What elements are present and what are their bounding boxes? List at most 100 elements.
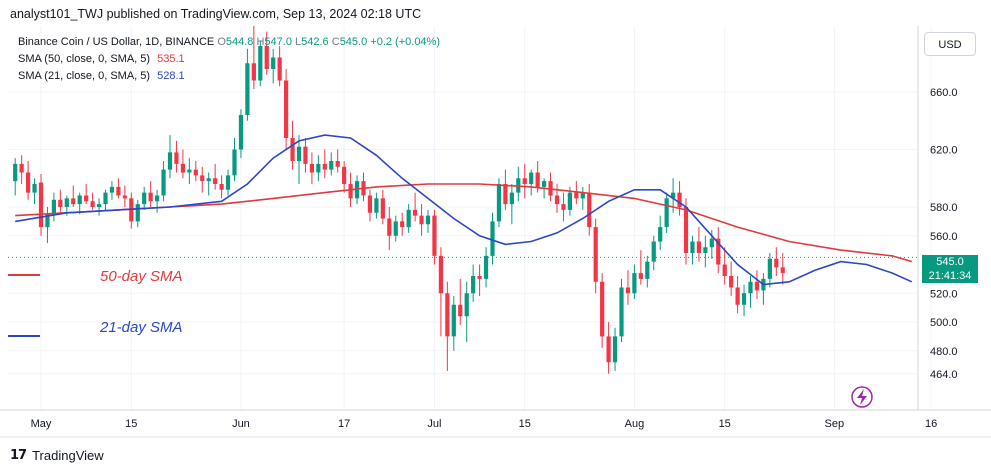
candle [206,172,211,196]
candle [180,149,185,179]
sma-lines [15,134,913,286]
candle [561,192,566,222]
footer-brand[interactable]: 17 TradingView [10,445,104,465]
candle [232,138,237,182]
candle [696,227,701,262]
candle-body [477,276,482,279]
candle [729,261,734,297]
candle [413,192,418,222]
candle-body [13,163,18,182]
candle [316,155,321,182]
candle-body [554,195,560,205]
candle [741,284,747,317]
x-tick-label: Jun [232,418,250,430]
candle [264,31,269,75]
candle [45,207,50,243]
candle-body [271,57,276,69]
candle-body [264,46,269,69]
high-label: H [256,36,265,48]
candle-body [619,287,624,337]
candle [432,209,437,265]
candle [522,163,527,199]
candle [503,169,508,210]
candle-body [696,241,701,253]
event-lightning-icon[interactable] [851,386,873,408]
candle [664,192,669,233]
candle-body [780,267,785,274]
candle [322,149,327,179]
candle-body [690,241,695,253]
candle-body [84,195,89,202]
candle-body [167,152,173,170]
candle-body [632,273,637,294]
candle-body [309,163,314,173]
candle-body [658,227,663,242]
candle [658,215,663,251]
candle [51,192,56,222]
candle [645,255,650,288]
candle [651,235,656,271]
candle [77,192,82,215]
candle-body [161,169,166,196]
candle [625,270,631,305]
candle [122,185,127,207]
candle-body [64,198,69,207]
y-tick-label: 464.0 [930,369,958,381]
candle [96,198,102,216]
candle [309,152,314,184]
candle-body [529,172,534,184]
brand-name: TradingView [32,447,104,463]
candle [135,199,140,228]
candle-body [187,169,192,173]
candle-body [200,175,205,182]
candle-body [406,209,411,228]
candle [516,166,521,202]
close-value: 545.0 [339,36,368,48]
candle [438,247,443,337]
candle [509,184,514,225]
candle [38,173,44,236]
x-tick-label: May [31,418,52,430]
legend-sma50-row[interactable]: SMA (50, close, 0, SMA, 5) 535.1 [18,53,185,65]
candle [774,247,779,276]
tradingview-logo-icon: 17 [10,447,27,463]
open-value: 544.8 [225,36,254,48]
candle-body [625,287,631,294]
candle-body [677,192,682,207]
low-value: 542.6 [301,36,329,48]
currency-button[interactable]: USD [924,32,976,56]
candle-body [419,215,424,225]
candle-body [432,215,437,256]
x-tick-label: Aug [625,418,645,430]
candle-body [471,276,476,294]
candle [342,161,347,193]
candle-body [225,175,231,190]
candle [471,264,476,302]
candles [13,25,785,374]
candle [483,247,489,288]
sma21-annotation: 21-day SMA [100,319,183,336]
candle-body [600,281,605,337]
candle-body [754,281,760,291]
candle-body [774,258,779,268]
publisher-header: analyst101_TWJ published on TradingView.… [10,7,422,21]
candle [142,186,147,210]
candle-body [542,181,547,187]
candle [284,69,289,150]
x-tick-label: 16 [925,418,937,430]
candle-body [380,198,385,219]
candle-body [374,198,379,213]
sma21-line [15,134,913,286]
candle-body [490,221,495,256]
candle [296,135,302,184]
y-tick-label: 660.0 [930,87,958,99]
candle [271,48,276,84]
candle [587,184,592,236]
candle-body [232,149,237,176]
candle-body [71,198,76,205]
last-price-tag: 545.0 [922,255,978,269]
candle [393,215,398,242]
legend-sma21-row[interactable]: SMA (21, close, 0, SMA, 5) 528.1 [18,70,185,82]
candle-body [767,258,772,279]
